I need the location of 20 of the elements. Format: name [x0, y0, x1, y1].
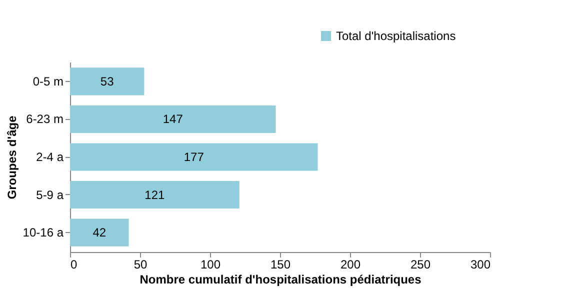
x-tick-label: 300 — [470, 258, 491, 272]
y-tick-label: 10-16 a — [22, 226, 64, 240]
y-tick-label: 2-4 a — [36, 150, 64, 164]
x-tick-label: 100 — [200, 258, 221, 272]
data-label: 53 — [100, 74, 114, 88]
x-axis-title: Nombre cumulatif d'hospitalisations pédiatriques — [140, 272, 422, 286]
data-label: 42 — [92, 226, 106, 240]
data-label: 121 — [144, 188, 166, 202]
data-label: 147 — [162, 112, 184, 126]
x-tick-label: 250 — [410, 258, 431, 272]
x-tick-label: 50 — [134, 258, 148, 272]
x-tick-label: 200 — [340, 258, 361, 272]
x-tick-label: 0 — [70, 258, 78, 272]
legend-label: Total d'hospitalisations — [336, 29, 456, 43]
x-tick-label: 150 — [270, 258, 291, 272]
y-tick-label: 5-9 a — [36, 188, 64, 202]
y-axis-title: Groupes d'âge — [4, 115, 19, 200]
y-tick-label: 0-5 m — [32, 74, 64, 88]
y-tick-label: 6-23 m — [26, 112, 64, 126]
data-label: 177 — [184, 150, 204, 164]
